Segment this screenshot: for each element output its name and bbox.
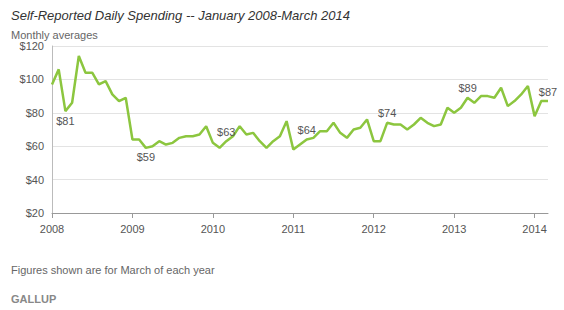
- svg-text:$120: $120: [20, 40, 44, 52]
- svg-text:2008: 2008: [40, 223, 64, 235]
- svg-text:$74: $74: [378, 107, 396, 119]
- svg-text:Figures shown are for March of: Figures shown are for March of each year: [11, 264, 215, 276]
- svg-text:2013: 2013: [442, 223, 466, 235]
- svg-text:$59: $59: [137, 151, 155, 163]
- svg-text:$87: $87: [539, 86, 557, 98]
- svg-text:$40: $40: [26, 174, 44, 186]
- svg-text:$60: $60: [26, 140, 44, 152]
- svg-text:$64: $64: [298, 124, 316, 136]
- svg-text:$100: $100: [20, 73, 44, 85]
- svg-text:$20: $20: [26, 207, 44, 219]
- svg-text:2009: 2009: [120, 223, 144, 235]
- svg-text:2014: 2014: [522, 223, 546, 235]
- svg-text:$80: $80: [26, 107, 44, 119]
- svg-text:2012: 2012: [361, 223, 385, 235]
- svg-text:2011: 2011: [281, 223, 305, 235]
- svg-text:2010: 2010: [201, 223, 225, 235]
- svg-text:Self-Reported Daily Spending -: Self-Reported Daily Spending -- January …: [11, 8, 350, 23]
- svg-text:$89: $89: [458, 82, 476, 94]
- svg-text:$63: $63: [217, 126, 235, 138]
- svg-text:Monthly averages: Monthly averages: [11, 29, 98, 41]
- svg-text:$81: $81: [56, 115, 74, 127]
- svg-text:GALLUP: GALLUP: [11, 293, 56, 305]
